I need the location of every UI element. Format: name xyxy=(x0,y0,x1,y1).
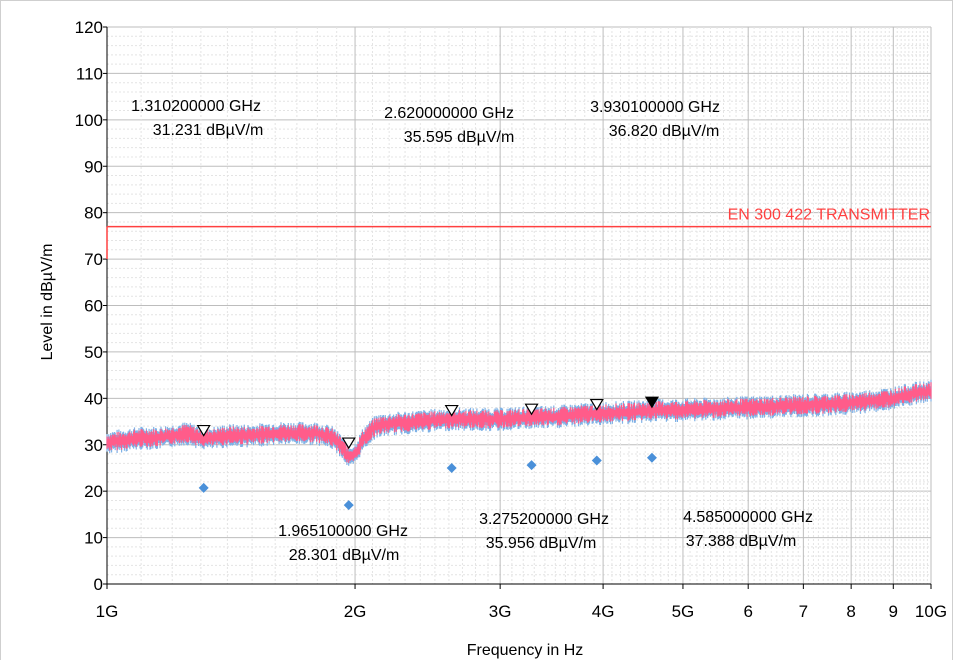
annotation-a2: 2.620000000 GHz 35.595 dBµV/m xyxy=(384,105,514,146)
final-point-marker xyxy=(591,455,602,466)
annotation-freq: 3.275200000 GHz xyxy=(479,511,609,528)
annotation-level: 36.820 dBµV/m xyxy=(609,123,720,140)
y-tick-label: 120 xyxy=(75,18,103,37)
annotation-a5: 3.275200000 GHz 35.956 dBµV/m xyxy=(479,511,609,552)
annotation-a3: 3.930100000 GHz 36.820 dBµV/m xyxy=(590,99,720,140)
final-point-marker xyxy=(343,500,354,511)
x-tick-label: 9 xyxy=(889,602,898,621)
y-axis-label: Level in dBµV/m xyxy=(39,244,56,361)
annotation-level: 31.231 dBµV/m xyxy=(153,122,264,139)
peak-marker-icon xyxy=(644,396,660,409)
x-tick-label: 2G xyxy=(344,602,367,621)
annotation-freq: 3.930100000 GHz xyxy=(590,99,720,116)
y-tick-label: 70 xyxy=(84,250,103,269)
annotation-freq: 1.965100000 GHz xyxy=(278,523,408,540)
final-point-marker xyxy=(446,462,457,473)
x-tick-label: 4G xyxy=(592,602,615,621)
annotation-a6: 4.585000000 GHz 37.388 dBµV/m xyxy=(683,509,813,550)
annotation-level: 37.388 dBµV/m xyxy=(686,533,797,550)
y-tick-label: 10 xyxy=(84,529,103,548)
y-tick-label: 60 xyxy=(84,297,103,316)
annotation-a1: 1.310200000 GHz 31.231 dBµV/m xyxy=(131,98,263,139)
y-tick-label: 20 xyxy=(84,482,103,501)
final-points xyxy=(198,452,657,511)
annotation-level: 35.956 dBµV/m xyxy=(486,535,597,552)
y-tick-label: 90 xyxy=(84,157,103,176)
annotation-freq: 2.620000000 GHz xyxy=(384,105,514,122)
final-point-marker xyxy=(646,452,657,463)
peak-marker-icon xyxy=(589,398,604,411)
y-tick-label: 100 xyxy=(75,111,103,130)
axes xyxy=(103,26,932,589)
x-tick-label: 10G xyxy=(915,602,947,621)
peak-marker-icon xyxy=(341,437,356,450)
y-tick-label: 40 xyxy=(84,389,103,408)
peak-marker-icon xyxy=(444,404,459,417)
grid-lines xyxy=(106,26,932,585)
y-tick-label: 80 xyxy=(84,204,103,223)
limit-line-group: EN 300 422 TRANSMITTER xyxy=(106,207,931,260)
x-tick-label: 5G xyxy=(672,602,695,621)
y-tick-label: 50 xyxy=(84,343,103,362)
x-tick-label: 8 xyxy=(846,602,855,621)
peak-marker-icon xyxy=(196,424,211,437)
y-tick-label: 30 xyxy=(84,436,103,455)
traces xyxy=(106,379,932,466)
trace-main xyxy=(106,382,932,463)
y-tick-label: 0 xyxy=(94,575,103,594)
peak-marker-icon xyxy=(524,403,539,416)
x-tick-label: 1G xyxy=(96,602,119,621)
x-axis-label: Frequency in Hz xyxy=(467,642,584,659)
y-tick-label: 110 xyxy=(76,64,103,83)
x-tick-label: 3G xyxy=(489,602,512,621)
final-point-marker xyxy=(198,482,209,493)
annotation-level: 35.595 dBµV/m xyxy=(404,129,515,146)
annotation-freq: 1.310200000 GHz xyxy=(131,98,261,115)
peak-markers xyxy=(196,396,660,450)
limit-line-label: EN 300 422 TRANSMITTER xyxy=(728,207,930,224)
x-tick-label: 7 xyxy=(799,602,808,621)
tick-labels: 0 10 20 30 40 50 60 70 80 90 100 110 120 1G 2G 3G 4G 5G 6 7… xyxy=(75,18,947,621)
final-point-marker xyxy=(526,460,537,471)
annotation-level: 28.301 dBµV/m xyxy=(289,547,400,564)
x-tick-label: 6 xyxy=(743,602,752,621)
annotation-a4: 1.965100000 GHz 28.301 dBµV/m xyxy=(278,523,408,564)
annotation-freq: 4.585000000 GHz xyxy=(683,509,813,526)
